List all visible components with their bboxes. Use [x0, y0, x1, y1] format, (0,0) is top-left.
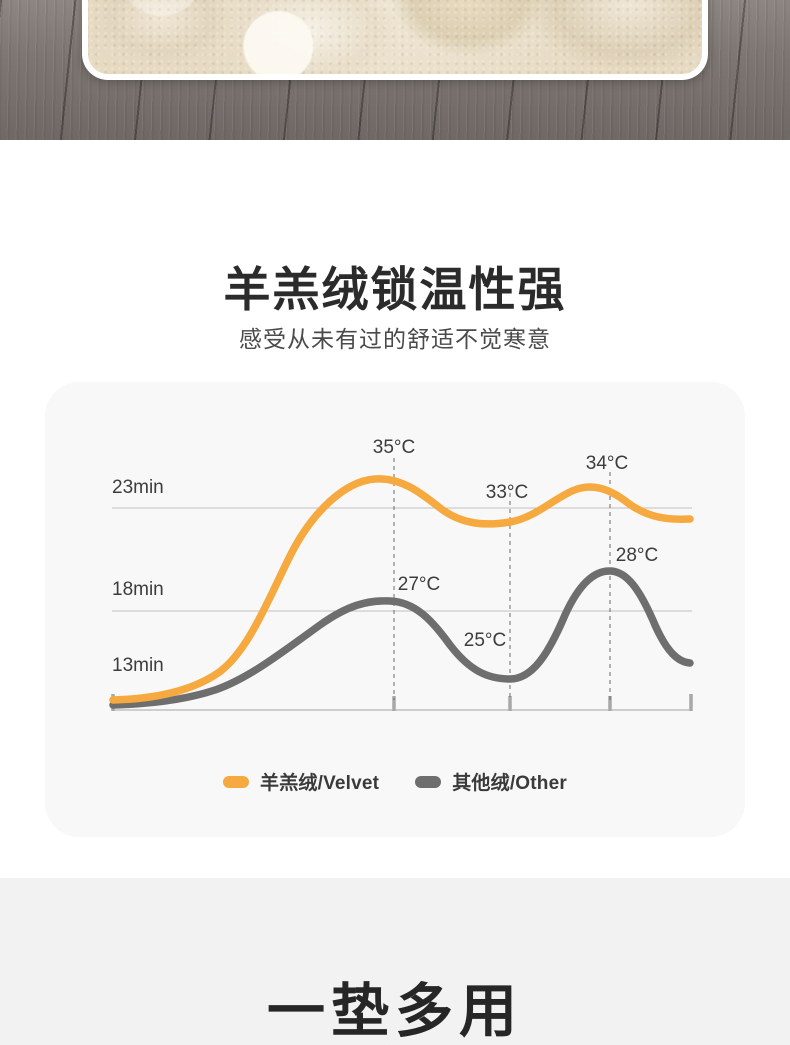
- annotation-velvet-35c: 35°C: [373, 437, 415, 458]
- annotation-other-27c: 27°C: [398, 574, 440, 595]
- legend-label-velvet: 羊羔绒/Velvet: [260, 773, 380, 794]
- bottom-heading-line2: 不挑职多种场景: [0, 1028, 790, 1045]
- annotation-other-28c: 28°C: [616, 545, 658, 566]
- y-tick-label-18min: 18min: [112, 579, 164, 600]
- chart-card: [45, 382, 745, 837]
- legend-swatch-icon-velvet: [223, 775, 249, 788]
- legend-item-velvet[interactable]: 羊羔绒/Velvet: [223, 768, 379, 795]
- bottom-section: 一垫多用 不挑职多种场景: [0, 878, 790, 1045]
- y-tick-label-23min: 23min: [112, 477, 164, 498]
- annotation-velvet-33c: 33°C: [486, 482, 528, 503]
- sheep-photo: [88, 0, 702, 74]
- series-line-velvet: [109, 475, 694, 704]
- series-line-other: [109, 567, 694, 709]
- annotation-other-25c: 25°C: [464, 630, 506, 651]
- legend-swatch-icon-other: [415, 775, 442, 788]
- sheep-photo-frame: [82, 0, 708, 80]
- hero-section: [0, 0, 790, 140]
- annotation-velvet-34c: 34°C: [586, 453, 628, 474]
- page-subtitle: 感受从未有过的舒适不觉寒意: [239, 326, 551, 352]
- y-tick-label-13min: 13min: [112, 655, 164, 676]
- temperature-retention-chart: 23min 18min 13min 35°C 33°C 34°C 27°C 25…: [109, 437, 694, 711]
- chart-legend: 羊羔绒/Velvet 其他绒/Other: [0, 768, 790, 795]
- legend-item-other[interactable]: 其他绒/Other: [415, 768, 567, 795]
- legend-label-other: 其他绒/Other: [452, 773, 567, 794]
- page-title: 羊羔绒锁温性强: [223, 263, 567, 316]
- bottom-heading-line1: 一垫多用: [266, 979, 523, 1044]
